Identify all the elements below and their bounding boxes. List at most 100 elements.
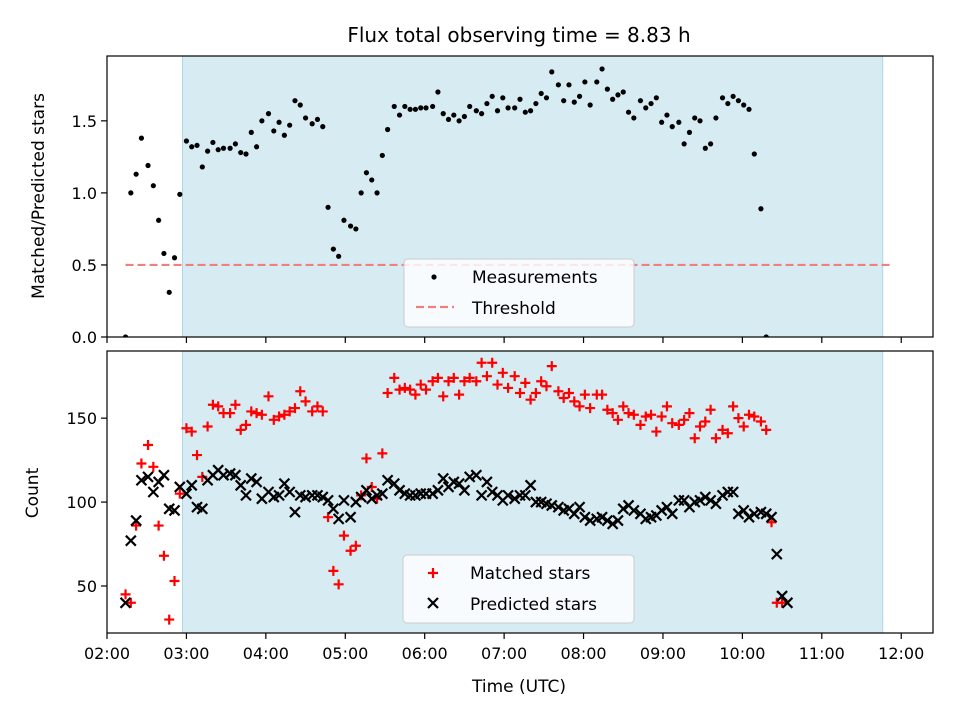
legend-top: Measurements Threshold <box>403 258 635 328</box>
y-tick-label: 0.0 <box>72 328 97 347</box>
matched-star-point <box>300 396 311 407</box>
predicted-star-point <box>524 479 537 492</box>
legend-measurements-label: Measurements <box>472 268 598 288</box>
measurement-point <box>576 93 583 99</box>
matched-star-point <box>515 387 525 398</box>
legend-bottom: Matched stars Predicted stars <box>402 554 635 624</box>
matched-star-point <box>541 381 552 392</box>
measurement-point <box>396 112 403 118</box>
measurement-point <box>512 105 518 111</box>
x-tick-label: 08:00 <box>560 644 606 663</box>
predicted-star-point <box>771 548 783 560</box>
measurement-point <box>385 126 391 133</box>
matched-star-point <box>225 408 236 419</box>
matched-star-point <box>585 403 596 414</box>
predicted-star-point <box>584 514 596 527</box>
measurement-point <box>205 148 211 154</box>
x-tick-label: 11:00 <box>799 644 845 663</box>
measurement-point <box>637 98 644 104</box>
matched-star-point <box>579 389 590 400</box>
measurement-point <box>549 69 555 75</box>
measurement-point <box>555 82 561 88</box>
predicted-star-point <box>710 497 722 510</box>
matched-star-point <box>777 597 788 608</box>
predicted-star-point <box>360 484 373 497</box>
matched-star-point <box>722 428 733 439</box>
x-tick-label: 02:00 <box>84 644 130 663</box>
measurement-point <box>336 253 342 259</box>
measurement-point <box>599 66 605 72</box>
measurement-point <box>430 103 436 110</box>
measurement-point <box>369 177 375 183</box>
predicted-star-point <box>458 484 471 497</box>
predicted-star-point <box>332 513 345 525</box>
matched-star-point <box>503 382 514 393</box>
measurement-point <box>643 105 649 111</box>
matched-star-point <box>476 357 487 368</box>
matched-star-point <box>333 579 344 590</box>
measurement-point <box>435 89 441 95</box>
matched-star-point <box>536 376 547 387</box>
matched-star-point <box>635 419 646 430</box>
predicted-star-point <box>704 494 717 507</box>
y-tick-label: 150 <box>66 409 97 428</box>
matched-star-point <box>181 423 192 434</box>
predicted-star-point <box>760 508 772 520</box>
measurement-point <box>138 135 145 141</box>
predicted-star-point <box>327 503 340 515</box>
predicted-star-point <box>743 511 755 523</box>
matched-star-point <box>459 376 470 387</box>
predicted-star-point <box>278 477 291 490</box>
predicted-star-point <box>481 476 493 488</box>
matched-star-point <box>646 409 657 420</box>
predicted-star-point <box>727 486 739 498</box>
measurement-point <box>189 144 195 150</box>
predicted-star-point <box>125 534 137 547</box>
matched-star-point <box>569 396 580 407</box>
predicted-star-point <box>158 469 170 481</box>
measurement-point <box>692 115 698 121</box>
measurement-point <box>697 118 703 124</box>
predicted-star-point <box>168 504 181 517</box>
predicted-star-point <box>365 492 378 505</box>
measurement-point <box>259 118 265 124</box>
legend-matched-label: Matched stars <box>470 564 590 584</box>
y-tick-label: 100 <box>66 493 97 512</box>
matched-star-point <box>574 401 585 412</box>
predicted-star-point <box>299 491 312 503</box>
measurement-point <box>484 100 490 107</box>
measurement-point <box>320 124 326 130</box>
matched-star-point <box>246 406 257 417</box>
measurement-point <box>730 93 736 99</box>
measurement-point <box>582 79 588 85</box>
matched-star-point <box>356 490 367 501</box>
matched-star-point <box>509 371 520 382</box>
matched-star-point <box>744 409 755 420</box>
matched-star-point <box>263 391 274 402</box>
measurement-point <box>440 111 446 117</box>
predicted-star-point <box>573 501 586 513</box>
y-axis-label-top: Matched/Predicted stars <box>29 93 49 299</box>
matched-star-point <box>656 411 667 422</box>
matched-star-point <box>350 540 361 551</box>
matched-star-point <box>761 424 772 435</box>
measurement-point <box>604 86 610 92</box>
measurement-point <box>374 190 380 196</box>
measurement-point <box>653 95 659 101</box>
matched-star-point <box>607 408 618 419</box>
measurement-point <box>122 334 129 337</box>
matched-star-point <box>125 597 136 608</box>
predicted-star-point <box>135 474 148 487</box>
measurement-point <box>199 164 205 170</box>
legend-predicted-marker <box>427 597 439 609</box>
matched-star-point <box>136 458 147 469</box>
measurement-point <box>248 129 254 135</box>
measurement-point <box>681 141 687 147</box>
matched-star-point <box>661 401 672 412</box>
measurement-point <box>330 246 336 252</box>
matched-star-point <box>520 377 531 388</box>
matched-star-point <box>251 408 262 419</box>
predicted-star-point <box>519 489 532 502</box>
measurement-point <box>741 102 747 108</box>
measurement-point <box>669 124 675 130</box>
